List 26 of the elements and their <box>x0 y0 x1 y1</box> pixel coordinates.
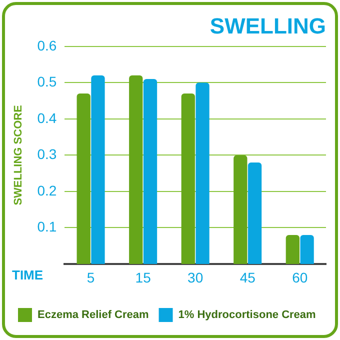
y-tick-label: 0.1 <box>37 218 57 235</box>
bar <box>286 234 300 264</box>
x-tick-label: 15 <box>135 269 152 286</box>
y-tick-label: 0.3 <box>37 146 57 162</box>
y-tick-label: 0.5 <box>37 74 57 90</box>
x-tick-label: 5 <box>86 269 95 286</box>
x-tick-label: 30 <box>188 269 204 286</box>
bar <box>248 162 262 264</box>
legend-label: 1% Hydrocortisone Cream <box>178 309 316 322</box>
bar <box>234 155 248 264</box>
bar <box>76 94 90 264</box>
y-axis-title: SWELLING SCORE <box>12 105 25 206</box>
x-axis-title: TIME <box>12 268 44 283</box>
legend-label: Eczema Relief Cream <box>38 309 149 322</box>
bar <box>91 75 105 264</box>
bar <box>143 79 158 264</box>
bar <box>196 82 210 264</box>
y-tick-label: 0.6 <box>37 37 57 54</box>
y-tick-label: 0.2 <box>37 182 57 198</box>
bar <box>300 234 314 264</box>
bar <box>181 94 195 264</box>
x-tick-label: 60 <box>292 269 308 286</box>
chart-title: SWELLING <box>210 13 326 38</box>
x-tick-label: 45 <box>240 269 256 286</box>
bar <box>129 75 143 264</box>
y-tick-label: 0.4 <box>37 110 57 126</box>
